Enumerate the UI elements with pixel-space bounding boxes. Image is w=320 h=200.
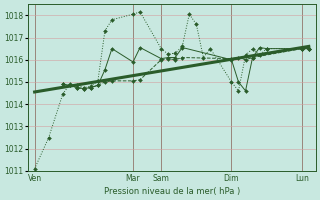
X-axis label: Pression niveau de la mer( hPa ): Pression niveau de la mer( hPa ): [104, 187, 240, 196]
